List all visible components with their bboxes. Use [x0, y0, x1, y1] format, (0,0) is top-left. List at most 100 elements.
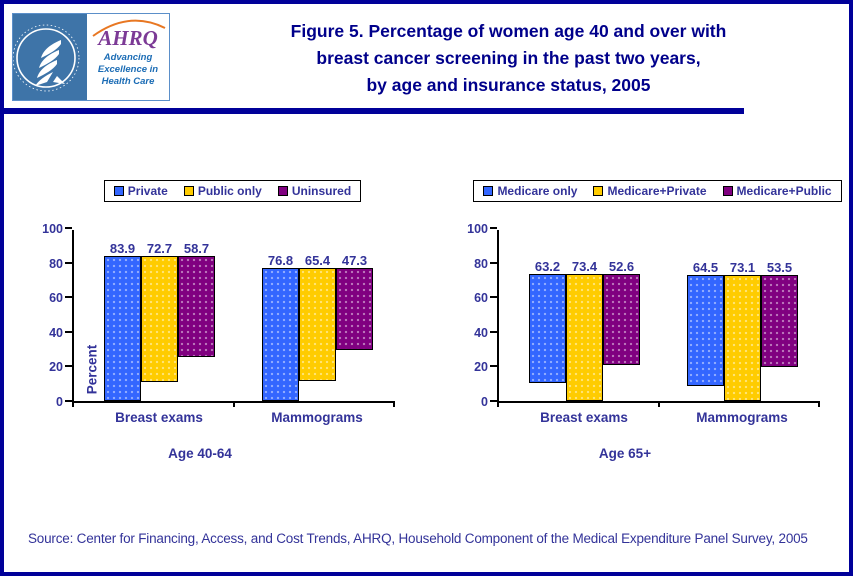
medicare-only-swatch — [483, 186, 494, 196]
bar: 52.6 — [603, 259, 640, 366]
y-tick-label: 80 — [474, 256, 488, 271]
ahrq-arc-icon — [92, 19, 166, 37]
legend-item: Medicare+Private — [593, 184, 707, 198]
y-tick-mark — [490, 296, 497, 299]
private-swatch — [113, 186, 124, 196]
bar: 47.3 — [336, 253, 373, 350]
bar-value-label: 73.4 — [571, 259, 598, 275]
ahrq-wordmark: AHRQ — [98, 26, 158, 50]
y-tick-mark — [490, 227, 497, 229]
legend-item: Public only — [183, 184, 262, 198]
bar-group: 83.9 72.7 58.7 — [104, 241, 215, 401]
bar-value-label: 76.8 — [267, 253, 294, 269]
bar: 73.4 — [566, 259, 603, 401]
legend-label: Private — [127, 184, 168, 198]
figure-title-line-3: by age and insurance status, 2005 — [366, 75, 651, 96]
chart-age-40-64: Private Public only Uninsured Percent 83.9… — [4, 176, 424, 476]
bar: 58.7 — [178, 241, 215, 358]
legend-label: Public only — [197, 184, 262, 198]
source-text: Source: Center for Financing, Access, an… — [28, 531, 808, 546]
plot-area: Percent 83.9 72.7 58.7 76.8 65.4 47.3 0 20 40 60… — [42, 222, 395, 425]
x-tick-mark — [233, 401, 235, 407]
category-label: Breast exams — [115, 410, 203, 425]
x-tick-mark — [658, 401, 660, 407]
tagline-line-2: Excellence in — [97, 63, 159, 75]
figure-title-line-2: breast cancer screening in the past two … — [316, 48, 701, 69]
y-tick-label: 0 — [481, 395, 488, 409]
bar: 64.5 — [687, 260, 724, 387]
ahrq-logo: AHRQ Advancing Excellence in Health Care — [12, 13, 170, 101]
uninsured-swatch — [277, 186, 288, 196]
figure-title-line-1: Figure 5. Percentage of women age 40 and… — [290, 21, 727, 41]
ahrq-tagline: Advancing Excellence in Health Care — [87, 52, 169, 88]
bars-row: 83.9 72.7 58.7 76.8 65.4 47.3 — [74, 241, 393, 401]
bar: 63.2 — [529, 259, 566, 384]
legend-item: Medicare only — [483, 184, 577, 198]
bar-group: 64.5 73.1 53.5 — [687, 260, 798, 401]
legend-label: Medicare+Public — [736, 184, 832, 198]
y-tick-label: 20 — [49, 360, 63, 375]
bar-value-label: 58.7 — [183, 240, 210, 256]
y-tick-label: 0 — [56, 395, 63, 409]
bar: 73.1 — [724, 260, 761, 401]
y-tick-label: 20 — [474, 360, 488, 375]
y-tick-mark — [65, 365, 72, 368]
medicare-private-swatch — [593, 186, 604, 196]
bar: 53.5 — [761, 260, 798, 368]
public-only-swatch — [183, 186, 194, 196]
x-tick-mark — [72, 401, 74, 407]
x-tick-mark — [497, 401, 499, 407]
bars-row: 63.2 73.4 52.6 64.5 73.1 53.5 — [499, 259, 818, 401]
y-tick-label: 40 — [474, 325, 488, 340]
bar-value-label: 53.5 — [766, 259, 793, 275]
medicare-public-swatch — [722, 186, 733, 196]
bar-value-label: 73.1 — [729, 259, 756, 275]
y-tick-label: 60 — [474, 291, 488, 306]
category-label: Mammograms — [696, 410, 788, 425]
bar: 65.4 — [299, 253, 336, 382]
bar-group: 76.8 65.4 47.3 — [262, 253, 373, 401]
x-tick-mark — [393, 401, 395, 407]
y-tick-mark — [65, 227, 72, 229]
age-group-label: Age 65+ — [598, 446, 652, 461]
y-tick-mark — [65, 330, 72, 333]
bar-value-label: 47.3 — [341, 253, 368, 269]
bar-value-label: 64.5 — [692, 259, 719, 275]
ahrq-logo-text-block: AHRQ Advancing Excellence in Health Care — [87, 14, 169, 100]
legend-item: Medicare+Public — [722, 184, 832, 198]
y-tick-label: 60 — [49, 291, 63, 306]
bar: 76.8 — [262, 253, 299, 401]
legend: Private Public only Uninsured — [103, 180, 362, 202]
y-tick-mark — [65, 261, 72, 264]
figure-title: Figure 5. Percentage of women age 40 and… — [184, 18, 833, 99]
legend: Medicare only Medicare+Private Medicare+Pu… — [473, 180, 842, 202]
bar: 72.7 — [141, 241, 178, 382]
bar-value-label: 52.6 — [608, 259, 635, 275]
legend-label: Uninsured — [291, 184, 352, 198]
legend-item: Private — [113, 184, 168, 198]
bar-value-label: 83.9 — [109, 240, 136, 256]
chart-age-65-plus: Medicare only Medicare+Private Medicare+Pu… — [429, 176, 849, 476]
plot-area: 63.2 73.4 52.6 64.5 73.1 53.5 0 20 40 60 80 100 Bre… — [467, 222, 820, 425]
bar-group: 63.2 73.4 52.6 — [529, 259, 640, 401]
tagline-line-3: Health Care — [101, 75, 155, 87]
y-tick-label: 100 — [467, 222, 488, 236]
y-tick-mark — [490, 261, 497, 264]
y-tick-mark — [65, 400, 72, 402]
y-tick-mark — [490, 330, 497, 333]
y-tick-label: 100 — [42, 222, 63, 236]
y-tick-label: 80 — [49, 256, 63, 271]
y-tick-mark — [490, 365, 497, 368]
bar-value-label: 63.2 — [534, 259, 561, 275]
header-divider — [4, 108, 744, 114]
legend-wrap: Private Public only Uninsured — [72, 180, 393, 202]
hhs-seal-icon — [13, 14, 87, 100]
x-tick-mark — [818, 401, 820, 407]
legend-label: Medicare only — [497, 184, 578, 198]
bar-value-label: 65.4 — [304, 253, 331, 269]
category-label: Breast exams — [540, 410, 628, 425]
tagline-line-1: Advancing — [103, 52, 153, 63]
bar-value-label: 72.7 — [146, 240, 173, 256]
legend-label: Medicare+Private — [607, 184, 707, 198]
